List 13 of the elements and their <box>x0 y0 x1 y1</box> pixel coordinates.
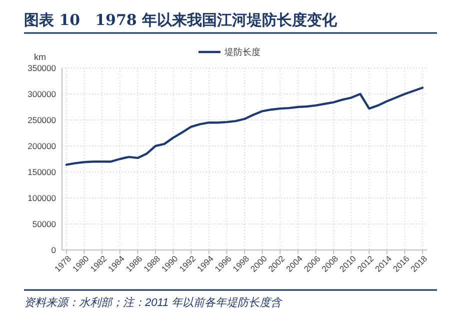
y-tick-label: 100000 <box>28 192 56 203</box>
y-tick-label: 250000 <box>28 114 56 125</box>
line-series <box>65 86 424 166</box>
y-tick-label: 350000 <box>28 62 56 73</box>
y-axis-title: km <box>34 52 46 62</box>
y-tick-label: 300000 <box>28 88 56 99</box>
y-tick-label: 50000 <box>32 218 56 229</box>
legend-label: 堤防长度 <box>224 47 260 58</box>
y-tick-label: 0 <box>51 244 56 255</box>
text: 资料来源：水利部；注：2011 年以前各年堤防长度含 <box>24 296 283 309</box>
y-tick-label: 150000 <box>28 166 56 177</box>
y-tick-label: 200000 <box>28 140 56 151</box>
chart-title: 图表 10 1978 年以来我国江河堤防长度变化 <box>24 11 338 29</box>
